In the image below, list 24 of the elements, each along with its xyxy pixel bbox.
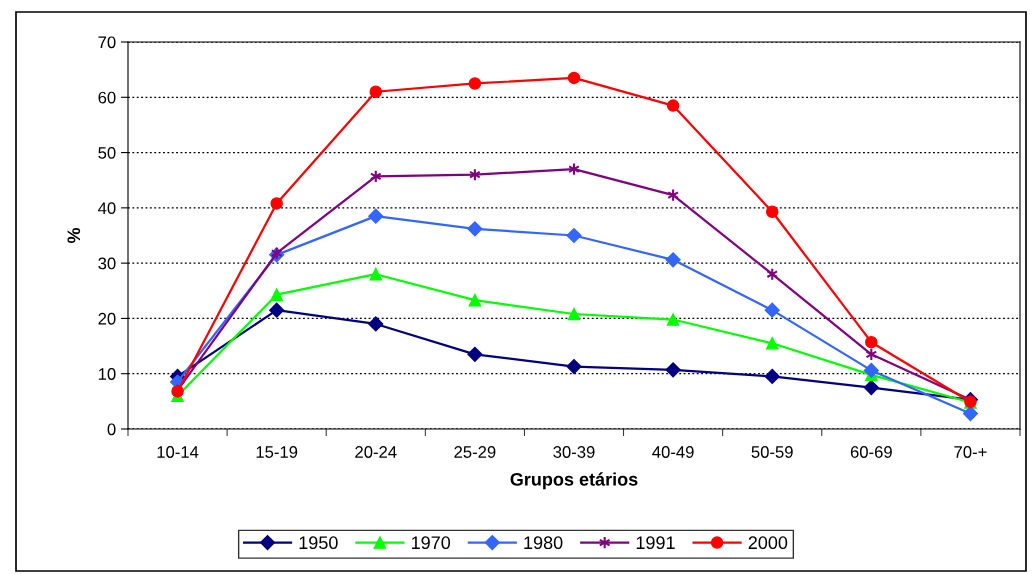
- x-tick-label: 70-+: [954, 446, 987, 458]
- y-tick-label: 10: [98, 368, 116, 380]
- legend-label: 2000: [748, 536, 788, 550]
- legend-label: 1991: [636, 536, 675, 550]
- x-tick-label: 60-69: [850, 446, 892, 458]
- y-tick-label: 70: [98, 36, 116, 49]
- y-tick-label: 30: [98, 257, 116, 270]
- y-tick-label: 60: [98, 91, 116, 104]
- y-tick-label: 50: [98, 146, 116, 159]
- y-axis-title: %: [67, 227, 81, 244]
- y-tick-label: 40: [98, 202, 116, 215]
- y-tick-label: 20: [98, 312, 116, 325]
- x-tick-label: 20-24: [355, 446, 397, 458]
- legend-label: 1950: [299, 536, 338, 550]
- x-tick-label: 50-59: [751, 446, 793, 458]
- x-tick-label: 30-39: [553, 446, 595, 458]
- x-tick-label: 25-29: [454, 446, 496, 458]
- legend-label: 1980: [524, 536, 563, 550]
- x-tick-label: 10-14: [157, 446, 199, 458]
- y-tick-label: 0: [107, 423, 116, 436]
- legend-label: 1970: [411, 536, 451, 550]
- x-tick-label: 15-19: [256, 446, 298, 458]
- x-axis-title: Grupos etários: [510, 472, 638, 490]
- x-tick-label: 40-49: [652, 446, 694, 458]
